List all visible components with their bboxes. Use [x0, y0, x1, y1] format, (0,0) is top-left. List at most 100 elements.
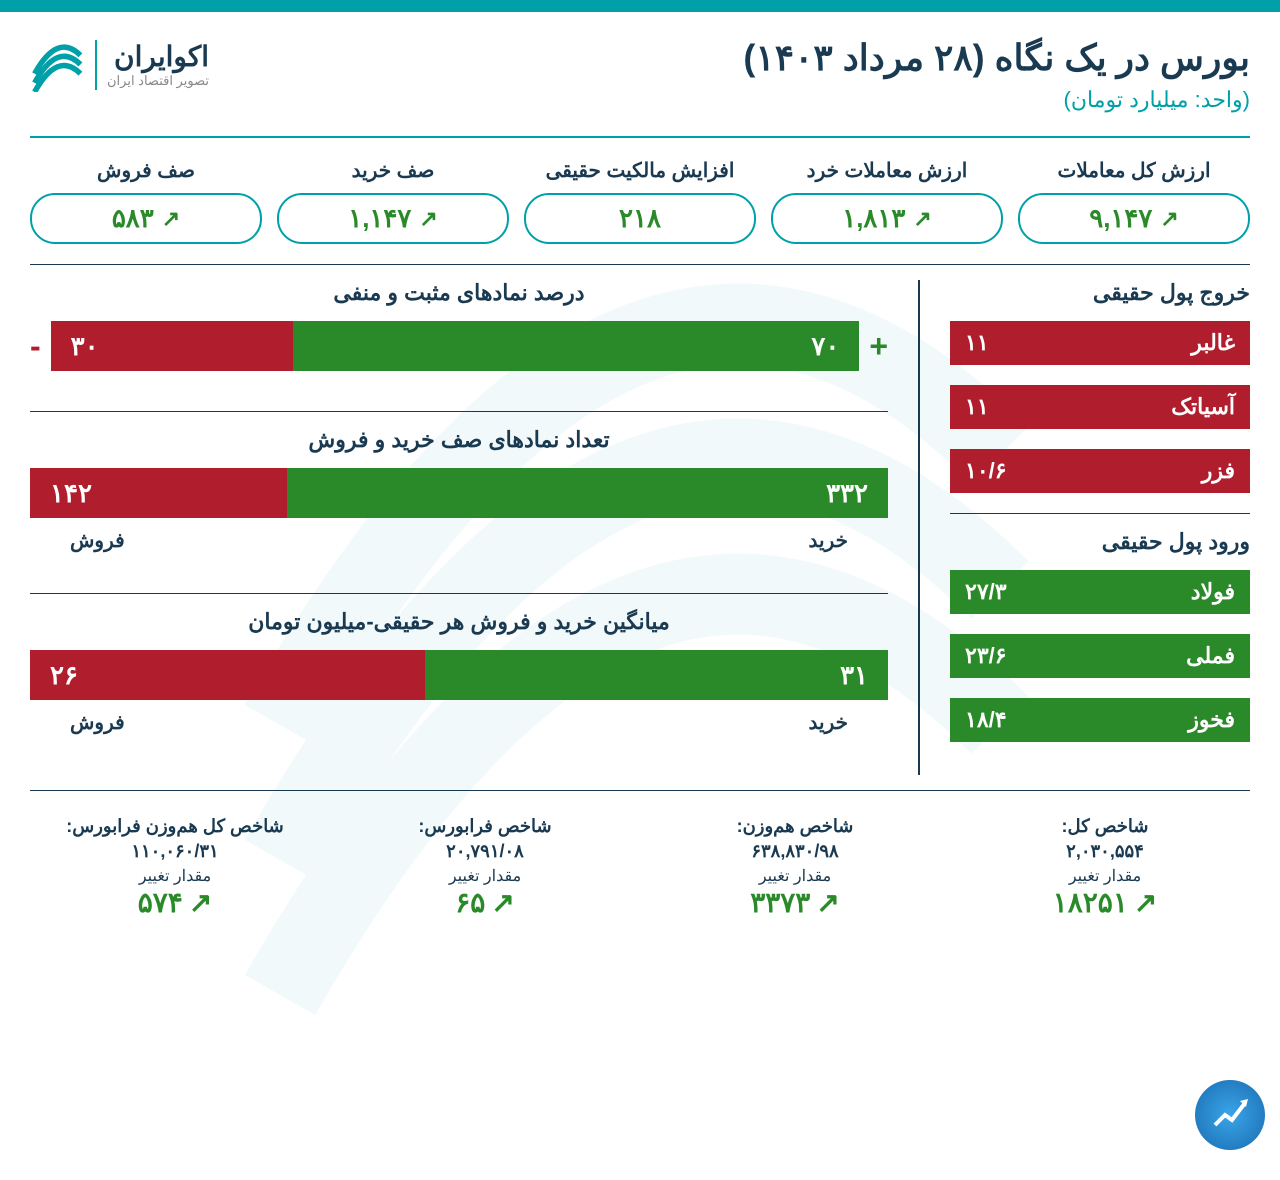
- flow-value: ۲۷/۳: [950, 579, 1022, 605]
- flow-item: فملی۲۳/۶: [950, 634, 1250, 678]
- metric-item: ارزش معاملات خرد ↗۱,۸۱۳: [771, 158, 1003, 244]
- index-title: شاخص فرابورس:: [340, 816, 630, 837]
- bar-chart-avg-trade: میانگین خرید و فروش هر حقیقی-میلیون توما…: [30, 609, 888, 735]
- metric-value: ↗۱,۱۴۷: [277, 193, 509, 244]
- arrow-up-icon: ↗: [816, 886, 839, 919]
- flow-item: فولاد۲۷/۳: [950, 570, 1250, 614]
- plus-sign: +: [869, 328, 888, 365]
- header-divider: [30, 136, 1250, 138]
- brand-logo: اکوایران تصویر اقتصاد ایران: [30, 37, 209, 92]
- flow-value: ۱۸/۴: [950, 707, 1022, 733]
- arrow-up-icon: ↗: [1134, 886, 1157, 919]
- bar2: ۳۳۲ ۱۴۲: [30, 468, 888, 518]
- arrow-up-icon: ↗: [1160, 206, 1178, 232]
- flow-item: غالبر۱۱: [950, 321, 1250, 365]
- flow-name: فزر: [1022, 458, 1250, 484]
- metric-item: صف خرید ↗۱,۱۴۷: [277, 158, 509, 244]
- bar3-buy-label: خرید: [809, 710, 848, 735]
- index-block: شاخص کل: ۲,۰۳۰,۵۵۴ مقدار تغییر ↗۱۸۲۵۱: [960, 816, 1250, 919]
- metric-value: ↗۹,۱۴۷: [1018, 193, 1250, 244]
- index-value: ۱۱۰,۰۶۰/۳۱: [30, 841, 320, 862]
- flow-item: آسیاتک۱۱: [950, 385, 1250, 429]
- index-change-label: مقدار تغییر: [340, 866, 630, 886]
- arrow-up-icon: ↗: [491, 886, 514, 919]
- index-value: ۲,۰۳۰,۵۵۴: [960, 841, 1250, 862]
- index-change: ↗۱۸۲۵۱: [960, 886, 1250, 919]
- flow-divider: [950, 513, 1250, 514]
- index-change: ↗۵۷۴: [30, 886, 320, 919]
- arrow-up-icon: ↗: [189, 886, 212, 919]
- bar3-title: میانگین خرید و فروش هر حقیقی-میلیون توما…: [30, 609, 888, 635]
- flow-name: فولاد: [1022, 579, 1250, 605]
- bar2-sell-label: فروش: [70, 528, 125, 553]
- metric-item: ارزش کل معاملات ↗۹,۱۴۷: [1018, 158, 1250, 244]
- bar-positive-segment: ۳۱: [425, 650, 888, 700]
- inflow-list: فولاد۲۷/۳ فملی۲۳/۶ فخوز۱۸/۴: [950, 570, 1250, 742]
- index-title: شاخص هم‌وزن:: [650, 816, 940, 837]
- flow-value: ۱۱: [950, 394, 1004, 420]
- inflow-title: ورود پول حقیقی: [950, 529, 1250, 555]
- flow-name: آسیاتک: [1004, 394, 1250, 420]
- flow-value: ۲۳/۶: [950, 643, 1022, 669]
- flow-name: غالبر: [1004, 330, 1250, 356]
- bar3-sell-label: فروش: [70, 710, 125, 735]
- outflow-title: خروج پول حقیقی: [950, 280, 1250, 306]
- bar-chart-symbols-pct: درصد نمادهای مثبت و منفی + ۷۰ ۳۰ -: [30, 280, 888, 371]
- index-block: شاخص کل هم‌وزن فرابورس: ۱۱۰,۰۶۰/۳۱ مقدار…: [30, 816, 320, 919]
- chart-badge-icon: [1195, 1080, 1265, 1150]
- metric-label: صف خرید: [277, 158, 509, 183]
- metric-label: ارزش معاملات خرد: [771, 158, 1003, 183]
- logo-tagline: تصویر اقتصاد ایران: [107, 73, 209, 89]
- outflow-list: غالبر۱۱آسیاتک۱۱فزر۱۰/۶: [950, 321, 1250, 493]
- index-change-label: مقدار تغییر: [30, 866, 320, 886]
- bar2-title: تعداد نمادهای صف خرید و فروش: [30, 427, 888, 453]
- arrow-up-icon: ↗: [913, 206, 931, 232]
- minus-sign: -: [30, 328, 41, 365]
- index-block: شاخص فرابورس: ۲۰,۷۹۱/۰۸ مقدار تغییر ↗۶۵: [340, 816, 630, 919]
- metric-value: ↗۱,۸۱۳: [771, 193, 1003, 244]
- flow-item: فزر۱۰/۶: [950, 449, 1250, 493]
- metrics-row: ارزش کل معاملات ↗۹,۱۴۷ارزش معاملات خرد ↗…: [30, 158, 1250, 244]
- bar-positive-segment: ۳۳۲: [287, 468, 888, 518]
- index-title: شاخص کل:: [960, 816, 1250, 837]
- index-block: شاخص هم‌وزن: ۶۳۸,۸۳۰/۹۸ مقدار تغییر ↗۳۳۷…: [650, 816, 940, 919]
- arrow-up-icon: ↗: [162, 206, 180, 232]
- bottom-divider: [30, 790, 1250, 791]
- logo-name: اکوایران: [107, 40, 209, 73]
- section-divider: [30, 264, 1250, 265]
- logo-icon: [30, 37, 85, 92]
- arrow-up-icon: ↗: [419, 206, 437, 232]
- bar-divider: [30, 411, 888, 412]
- flow-value: ۱۰/۶: [950, 458, 1022, 484]
- bar-negative-segment: ۳۰: [51, 321, 294, 371]
- bar-divider: [30, 593, 888, 594]
- metric-value: ↗۵۸۳: [30, 193, 262, 244]
- index-value: ۲۰,۷۹۱/۰۸: [340, 841, 630, 862]
- page-title: بورس در یک نگاه (۲۸ مرداد ۱۴۰۳): [743, 37, 1250, 79]
- metric-label: افزایش مالکیت حقیقی: [524, 158, 756, 183]
- metric-label: صف فروش: [30, 158, 262, 183]
- vertical-divider: [918, 280, 920, 775]
- index-change-label: مقدار تغییر: [960, 866, 1250, 886]
- metric-item: صف فروش ↗۵۸۳: [30, 158, 262, 244]
- flow-value: ۱۱: [950, 330, 1004, 356]
- top-accent-bar: [0, 0, 1280, 12]
- flow-item: فخوز۱۸/۴: [950, 698, 1250, 742]
- bar-negative-segment: ۲۶: [30, 650, 425, 700]
- bar1: ۷۰ ۳۰: [51, 321, 860, 371]
- metric-item: افزایش مالکیت حقیقی ۲۱۸: [524, 158, 756, 244]
- index-change: ↗۳۳۷۳: [650, 886, 940, 919]
- flow-name: فملی: [1022, 643, 1250, 669]
- page-subtitle: (واحد: میلیارد تومان): [743, 87, 1250, 113]
- flow-name: فخوز: [1022, 707, 1250, 733]
- indices-row: شاخص کل: ۲,۰۳۰,۵۵۴ مقدار تغییر ↗۱۸۲۵۱شاخ…: [30, 816, 1250, 939]
- bar1-title: درصد نمادهای مثبت و منفی: [30, 280, 888, 306]
- metric-value: ۲۱۸: [524, 193, 756, 244]
- index-change-label: مقدار تغییر: [650, 866, 940, 886]
- bar2-buy-label: خرید: [809, 528, 848, 553]
- bar-positive-segment: ۷۰: [293, 321, 859, 371]
- bar3: ۳۱ ۲۶: [30, 650, 888, 700]
- index-title: شاخص کل هم‌وزن فرابورس:: [30, 816, 320, 837]
- index-change: ↗۶۵: [340, 886, 630, 919]
- bar-negative-segment: ۱۴۲: [30, 468, 287, 518]
